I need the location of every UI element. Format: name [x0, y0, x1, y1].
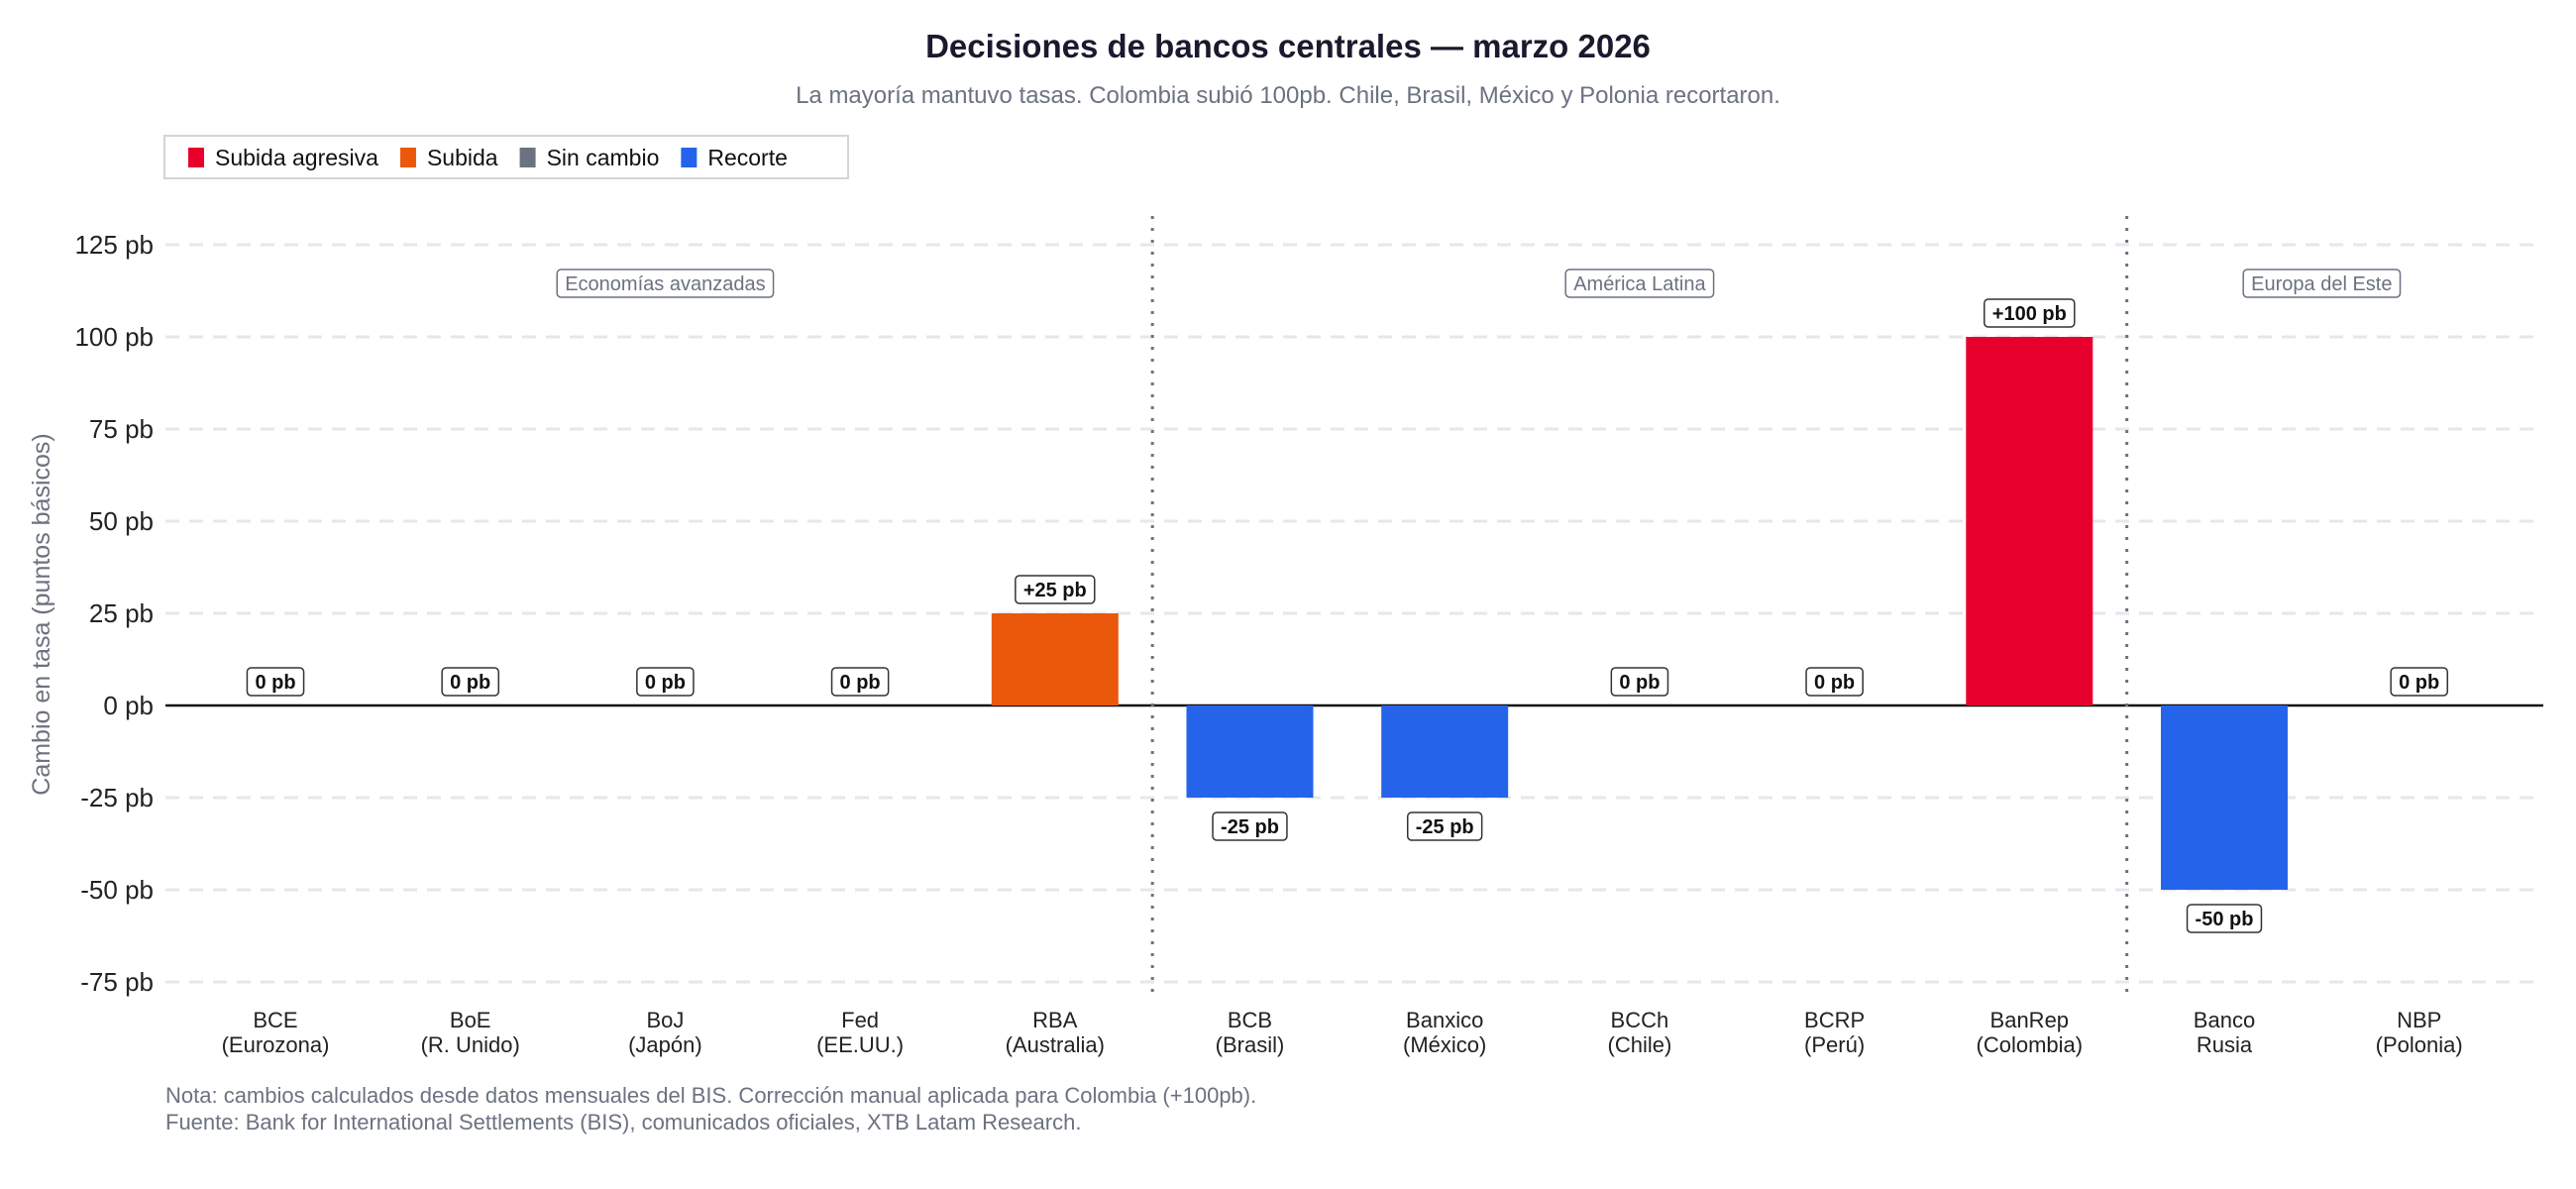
y-tick-label: -75 pb	[80, 967, 154, 997]
x-tick-sublabel: (Polonia)	[2376, 1032, 2463, 1057]
bar-5	[1186, 705, 1314, 798]
data-labels: 0 pb 0 pb 0 pb 0 pb +25 pb -25 pb -25 pb 0 pb 0 …	[246, 298, 2449, 933]
legend-box	[163, 135, 849, 179]
x-tick-label: BCE	[253, 1008, 297, 1032]
x-tick-sublabel: (R. Unido)	[421, 1032, 520, 1057]
x-tick-label: BCRP	[1804, 1008, 1865, 1032]
x-tick-label: BoE	[450, 1008, 491, 1032]
data-label-6: -25 pb	[1416, 816, 1474, 838]
legend-swatch-2	[519, 148, 536, 167]
bar-4	[991, 613, 1119, 705]
data-label-9: +100 pb	[1992, 303, 2067, 325]
note-line-1: Nota: cambios calculados desde datos men…	[165, 1083, 1256, 1108]
y-tick-label: 25 pb	[89, 598, 154, 628]
data-label-5: -25 pb	[1221, 816, 1279, 838]
data-label-4: +25 pb	[1023, 580, 1087, 601]
y-tick-label: -25 pb	[80, 783, 154, 812]
legend: Subida agresiva Subida Sin cambio Recorte	[163, 135, 849, 179]
note-line-2: Fuente: Bank for International Settlemen…	[165, 1110, 1081, 1135]
x-tick-sublabel: Rusia	[2197, 1032, 2253, 1057]
x-tick-label: RBA	[1032, 1008, 1078, 1032]
x-tick-label: Banxico	[1406, 1008, 1483, 1032]
x-tick-sublabel: (Perú)	[1804, 1032, 1865, 1057]
data-label-box	[246, 667, 305, 697]
bar-6	[1381, 705, 1509, 798]
data-label-box	[1610, 667, 1669, 697]
y-tick-label: -50 pb	[80, 875, 154, 905]
data-label-2: 0 pb	[645, 672, 686, 694]
data-label-box	[1406, 811, 1483, 841]
x-tick-sublabel: (EE.UU.)	[816, 1032, 904, 1057]
data-label-10: -50 pb	[2196, 909, 2254, 930]
x-tick-sublabel: (Japón)	[628, 1032, 702, 1057]
x-tick-sublabel: (Colombia)	[1977, 1032, 2084, 1057]
x-axis-ticks: BCE(Eurozona)BoE(R. Unido)BoJ(Japón)Fed(…	[222, 1008, 2463, 1057]
y-tick-label: 50 pb	[89, 506, 154, 536]
region-label: Europa del Este	[2251, 273, 2392, 295]
data-label-0: 0 pb	[255, 672, 295, 694]
x-tick-label: BanRep	[1990, 1008, 2070, 1032]
x-tick-label: Banco	[2194, 1008, 2255, 1032]
x-tick-label: BCCh	[1611, 1008, 1669, 1032]
x-tick-sublabel: (Brasil)	[1216, 1032, 1285, 1057]
y-tick-label: 0 pb	[103, 691, 154, 720]
legend-swatch-0	[188, 148, 204, 167]
chart-title: Decisiones de bancos centrales — marzo 2…	[925, 28, 1651, 64]
legend-label-0: Subida agresiva	[215, 145, 378, 170]
data-label-box	[1212, 811, 1288, 841]
region-label-box	[556, 269, 775, 298]
legend-swatch-3	[681, 148, 698, 167]
x-tick-sublabel: (Australia)	[1006, 1032, 1105, 1057]
data-label-box	[2186, 904, 2263, 933]
region-label-box	[2242, 269, 2402, 298]
x-tick-label: NBP	[2397, 1008, 2441, 1032]
data-label-box	[830, 667, 890, 697]
bar-10	[2161, 705, 2288, 890]
x-tick-sublabel: (Chile)	[1608, 1032, 1672, 1057]
data-label-box	[1984, 298, 2076, 328]
data-label-1: 0 pb	[450, 672, 490, 694]
legend-swatch-1	[399, 148, 416, 167]
legend-label-1: Subida	[427, 145, 498, 170]
region-label: Economías avanzadas	[565, 273, 765, 295]
y-tick-label: 75 pb	[89, 414, 154, 444]
y-axis-label: Cambio en tasa (puntos básicos)	[28, 433, 55, 795]
data-label-11: 0 pb	[2399, 672, 2439, 694]
x-tick-sublabel: (Eurozona)	[222, 1032, 330, 1057]
legend-label-2: Sin cambio	[547, 145, 660, 170]
gridlines: -75 pb -50 pb -25 pb 0 pb 25 pb 50 pb 75 pb 100…	[74, 230, 2543, 997]
x-tick-sublabel: (México)	[1403, 1032, 1486, 1057]
x-tick-label: BCB	[1228, 1008, 1272, 1032]
region-label: América Latina	[1573, 273, 1706, 295]
bar-9	[1966, 337, 2093, 705]
x-tick-label: Fed	[841, 1008, 879, 1032]
chart-subtitle: La mayoría mantuvo tasas. Colombia subió…	[796, 82, 1780, 109]
data-label-8: 0 pb	[1814, 672, 1855, 694]
x-tick-label: BoJ	[646, 1008, 684, 1032]
y-tick-label: 100 pb	[74, 322, 154, 352]
data-label-box	[2390, 667, 2449, 697]
data-label-3: 0 pb	[840, 672, 881, 694]
legend-label-3: Recorte	[707, 145, 788, 170]
data-label-box	[1805, 667, 1864, 697]
bars	[991, 337, 2288, 890]
data-label-box	[1015, 575, 1096, 604]
region-label-box	[1564, 269, 1715, 298]
data-label-box	[636, 667, 695, 697]
data-label-7: 0 pb	[1619, 672, 1660, 694]
y-tick-label: 125 pb	[74, 230, 154, 260]
data-label-box	[441, 667, 500, 697]
region-separators: Economías avanzadas América Latina Europa …	[556, 216, 2402, 1001]
